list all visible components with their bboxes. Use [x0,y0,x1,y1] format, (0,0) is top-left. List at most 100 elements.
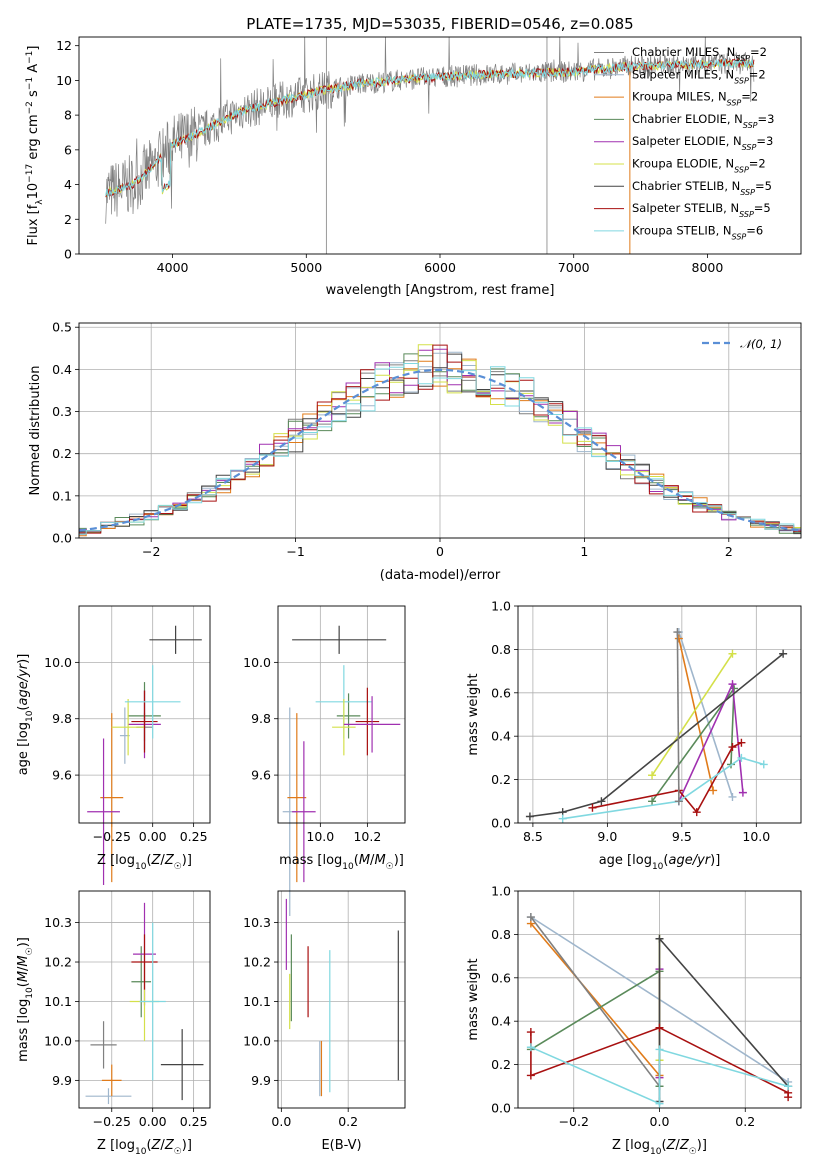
weight-marker [655,1045,664,1054]
x-tick-label: 0.0 [271,1114,291,1129]
mass-vs-ebv-points [285,898,399,1097]
y-tick-label: 0.3 [52,404,72,419]
y-tick-label: 9.8 [251,711,271,726]
mass-vs-Z-xlabel: Z [log10(Z/Z☉)] [97,1138,192,1157]
y-tick-label: 1.0 [491,599,511,614]
x-tick-label: 1 [580,544,588,559]
model-spectrum [105,58,755,197]
x-tick-label: 0.25 [180,1114,208,1129]
weight-marker [588,803,597,812]
age-vs-mass-xlabel: mass [log10(M/M☉)] [279,853,404,872]
weight-marker [525,812,534,821]
weight-marker [674,797,683,806]
x-tick-label: −0.25 [93,1114,131,1129]
hist-ylabel: Normed distribution [28,366,43,496]
weight-marker [526,913,535,922]
weight-marker [648,797,657,806]
x-tick-label: 9.5 [672,829,692,844]
weight-marker [738,788,747,797]
legend-label: Kroupa STELIB, NSSP=6 [632,223,763,241]
weight-marker [655,1023,664,1032]
legend-label: Kroupa MILES, NSSP=2 [632,90,758,108]
figure-title: PLATE=1735, MJD=53035, FIBERID=0546, z=0… [246,15,633,33]
weight-vs-age-frame [517,605,802,824]
weight-vs-Z-series [526,913,793,1108]
y-tick-label: 10.3 [243,915,271,930]
x-tick-label: 8000 [692,260,724,275]
y-tick-label: 10.1 [44,994,72,1009]
mass-vs-Z-ylabel: mass [log10(M/M☉)] [16,937,35,1062]
spectrum-xlabel: wavelength [Angstrom, rest frame] [326,283,555,298]
age-vs-Z-frame [78,605,211,824]
weight-vs-Z-ylabel: mass weight [466,958,481,1040]
y-tick-label: 4 [64,177,72,192]
y-tick-label: 0.5 [52,320,72,335]
mass-vs-Z-frame [78,890,211,1109]
weight-marker [655,934,664,943]
weight-marker [673,628,682,637]
x-tick-label: 10.0 [306,829,334,844]
age-vs-mass-axes: 10.0 10.2 9.6 9.8 10.0 [243,606,405,844]
weight-marker [779,649,788,658]
x-tick-label: 7000 [558,260,590,275]
weight-marker [728,649,737,658]
mass-vs-ebv-axes: 0.0 0.2 9.9 10.0 10.1 10.2 10.3 [243,891,405,1129]
residual-hist-frame [78,322,802,539]
x-tick-label: 0.00 [139,1114,167,1129]
age-vs-Z-ylabel: age [log10(age/yr)] [16,654,35,776]
age-vs-Z-points [87,625,202,885]
weight-line [530,916,661,1087]
normal-reference-curve [79,368,801,532]
weight-line [530,1046,789,1105]
weight-vs-age-ylabel: mass weight [466,673,481,755]
x-tick-label: 2 [725,544,733,559]
y-tick-label: 10 [56,73,72,88]
weight-vs-age-axes: 8.5 9.0 9.5 10.0 0.0 0.2 0.4 0.6 0.8 1.0 [491,599,801,844]
weight-line [651,653,734,776]
y-tick-label: 9.8 [52,711,72,726]
weight-line [530,922,661,1077]
weight-marker [737,738,746,747]
x-tick-label: 0 [436,544,444,559]
weight-marker [526,1043,535,1052]
x-tick-label: −1 [286,544,304,559]
mass-vs-Z-axes: −0.25 0.00 0.25 9.9 10.0 10.1 10.2 10.3 [44,891,210,1129]
weight-line [676,631,680,802]
x-tick-label: 8.5 [523,829,543,844]
weight-marker [784,1093,793,1102]
weight-vs-Z-axes: −0.2 0.0 0.2 0.0 0.2 0.4 0.6 0.8 1.0 [491,884,801,1129]
weight-marker [728,792,737,801]
histogram-step [79,363,801,535]
y-tick-label: 0 [64,247,72,262]
x-tick-label: 0.2 [338,1114,358,1129]
spectrum-legend: Chabrier MILES, NSSP=2 Salpeter MILES, NS… [594,45,774,241]
age-vs-Z-xlabel: Z [log10(Z/Z☉)] [97,853,192,872]
spectrum-frame [78,36,802,255]
y-tick-label: 9.9 [251,1073,271,1088]
mass-vs-Z-points [85,902,204,1105]
y-tick-label: 0.2 [491,1057,511,1072]
x-tick-label: 0.00 [139,829,167,844]
histogram-series [79,344,801,537]
weight-marker [728,680,737,689]
weight-line [658,936,789,1102]
y-tick-label: 0.4 [52,362,72,377]
y-tick-label: 12 [56,38,72,53]
y-tick-label: 10.2 [243,955,271,970]
model-spectrum [105,57,755,198]
y-tick-label: 9.6 [251,768,271,783]
observed-spectrum [105,37,755,224]
y-tick-label: 0.2 [52,446,72,461]
y-tick-label: 10.1 [243,994,271,1009]
weight-marker [759,760,768,769]
weight-marker [648,771,657,780]
y-tick-label: 9.9 [52,1073,72,1088]
x-tick-label: 0.0 [650,1114,670,1129]
y-tick-label: 0.6 [491,970,511,985]
weight-line [678,631,734,798]
y-tick-label: 6 [64,142,72,157]
x-tick-label: 4000 [157,260,189,275]
y-tick-label: 0.2 [491,772,511,787]
weight-line [562,757,765,820]
weight-marker [655,1099,664,1108]
